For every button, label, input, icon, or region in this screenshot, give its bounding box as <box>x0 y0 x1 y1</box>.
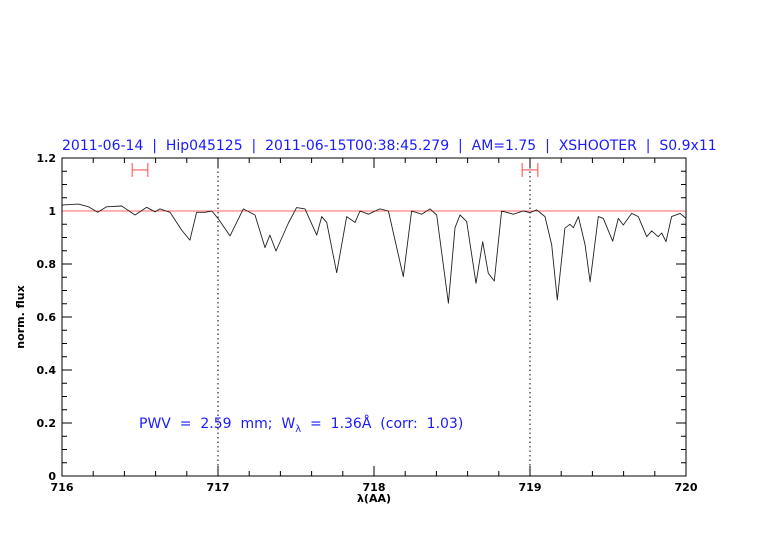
pwv-annotation: PWV = 2.59 mm; Wλ = 1.36Å (corr: 1.03) <box>139 415 463 435</box>
y-tick-label: 0 <box>48 470 56 483</box>
y-axis-label: norm. flux <box>14 285 27 348</box>
x-tick-label: 720 <box>675 481 698 494</box>
y-tick-label: 0.4 <box>37 364 57 377</box>
x-tick-label: 717 <box>207 481 230 494</box>
x-tick-label: 718 <box>363 481 386 494</box>
chart-title: 2011-06-14 | Hip045125 | 2011-06-15T00:3… <box>62 138 717 154</box>
x-tick-label: 719 <box>519 481 542 494</box>
annotation-sub: λ <box>295 424 301 435</box>
y-tick-label: 0.8 <box>37 258 57 271</box>
range-marker <box>131 162 149 177</box>
plot-frame <box>61 157 687 477</box>
y-tick-label: 0.2 <box>37 417 57 430</box>
x-axis-label: λ(AA) <box>357 492 391 505</box>
range-marker <box>521 162 539 177</box>
y-tick-label: 0.6 <box>37 311 57 324</box>
axis-ticks: 716 717 718 719 720 0 0.2 0.4 0.6 0.8 1 1.2 <box>37 152 698 494</box>
annotation-post: = 1.36Å (corr: 1.03) <box>301 415 463 432</box>
spectrum-line <box>61 203 687 304</box>
x-tick-label: 716 <box>51 481 74 494</box>
y-tick-label: 1.2 <box>37 152 57 165</box>
y-tick-label: 1 <box>48 205 56 218</box>
annotation-pre: PWV = 2.59 mm; W <box>139 416 295 432</box>
chart-marks <box>61 158 687 476</box>
